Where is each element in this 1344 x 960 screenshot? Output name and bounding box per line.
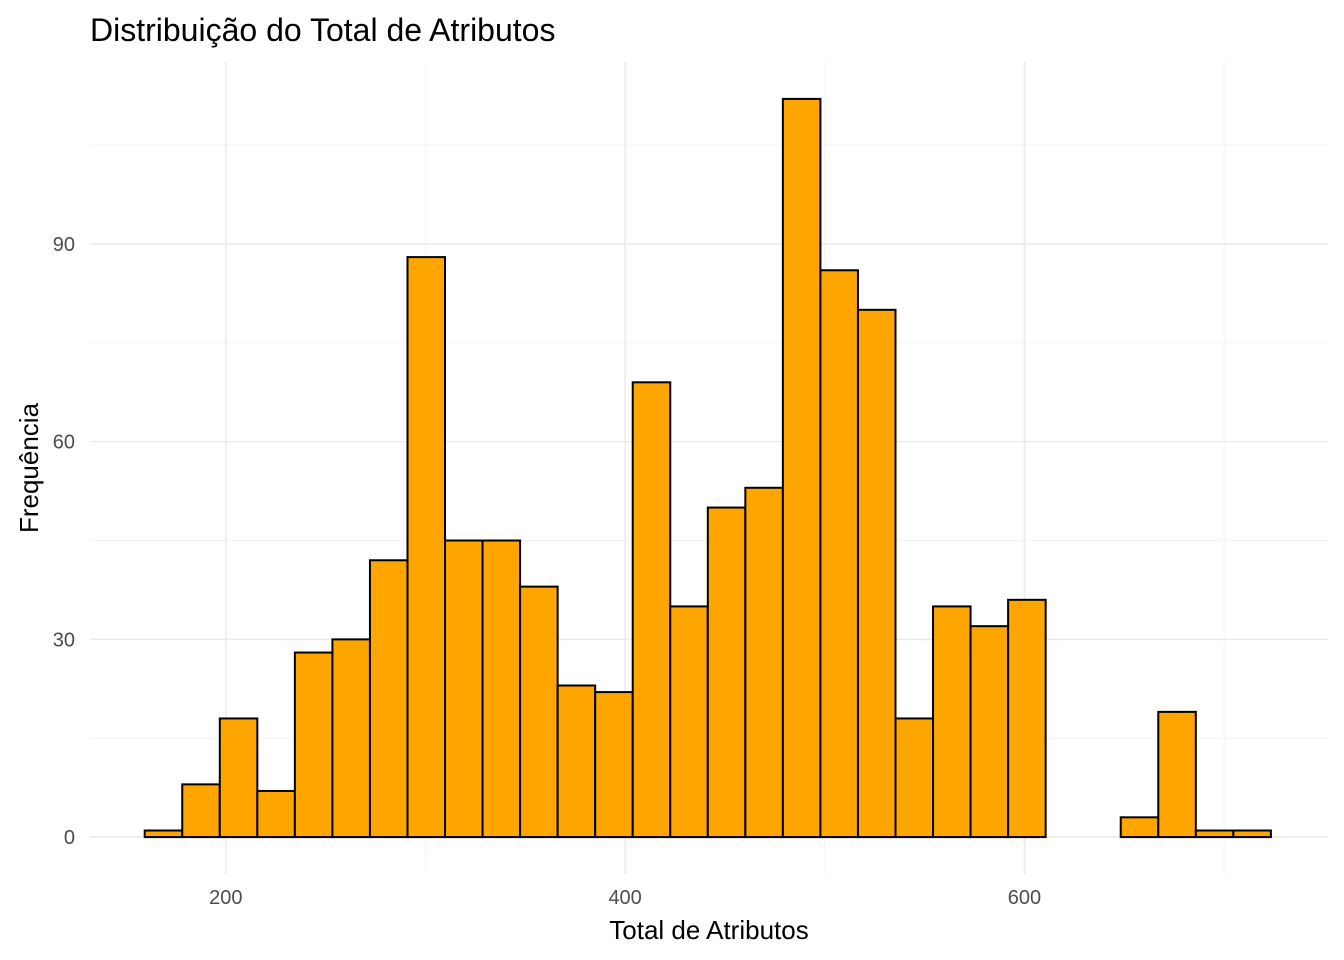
histogram-bar bbox=[444, 539, 484, 839]
chart-title: Distribuição do Total de Atributos bbox=[90, 12, 555, 48]
histogram-bar bbox=[932, 605, 972, 839]
x-axis-title: Total de Atributos bbox=[609, 915, 808, 945]
histogram-bar bbox=[556, 684, 597, 839]
x-tick-label: 200 bbox=[209, 887, 242, 909]
histogram-bar bbox=[631, 381, 672, 839]
histogram-bar bbox=[368, 559, 409, 839]
histogram-bar bbox=[331, 638, 371, 839]
y-axis-title: Frequência bbox=[14, 402, 44, 533]
histogram-bar bbox=[519, 585, 559, 839]
x-axis-tick-labels: 200 400 600 bbox=[209, 887, 1041, 909]
histogram-bar bbox=[856, 308, 897, 839]
histogram-bar bbox=[669, 605, 709, 839]
histogram-bar bbox=[969, 625, 1010, 839]
histogram-bar bbox=[143, 829, 184, 839]
histogram-bar bbox=[744, 486, 784, 839]
histogram-bar bbox=[293, 651, 334, 839]
histogram-bar bbox=[218, 717, 259, 839]
histogram-bars bbox=[143, 97, 1272, 839]
histogram-bar bbox=[1194, 829, 1235, 839]
histogram-bar bbox=[819, 269, 859, 839]
histogram-bar bbox=[1232, 829, 1272, 839]
histogram-bar bbox=[406, 256, 447, 839]
histogram-bar bbox=[181, 783, 221, 839]
x-tick-label: 600 bbox=[1008, 887, 1041, 909]
histogram-bar bbox=[1119, 816, 1160, 839]
histogram-bar bbox=[894, 717, 935, 839]
histogram-bar bbox=[706, 506, 747, 839]
y-tick-label: 90 bbox=[53, 234, 75, 256]
histogram-bar bbox=[1007, 598, 1047, 839]
y-tick-label: 30 bbox=[53, 629, 75, 651]
histogram-bar bbox=[594, 691, 634, 839]
histogram-bar bbox=[1157, 710, 1197, 839]
y-tick-label: 60 bbox=[53, 432, 75, 454]
x-tick-label: 400 bbox=[608, 887, 641, 909]
histogram-bar bbox=[781, 97, 822, 839]
histogram-bar bbox=[481, 539, 522, 839]
histogram-bar bbox=[256, 789, 296, 839]
y-axis-tick-labels: 0 30 60 90 bbox=[53, 234, 75, 849]
y-tick-label: 0 bbox=[64, 827, 75, 849]
